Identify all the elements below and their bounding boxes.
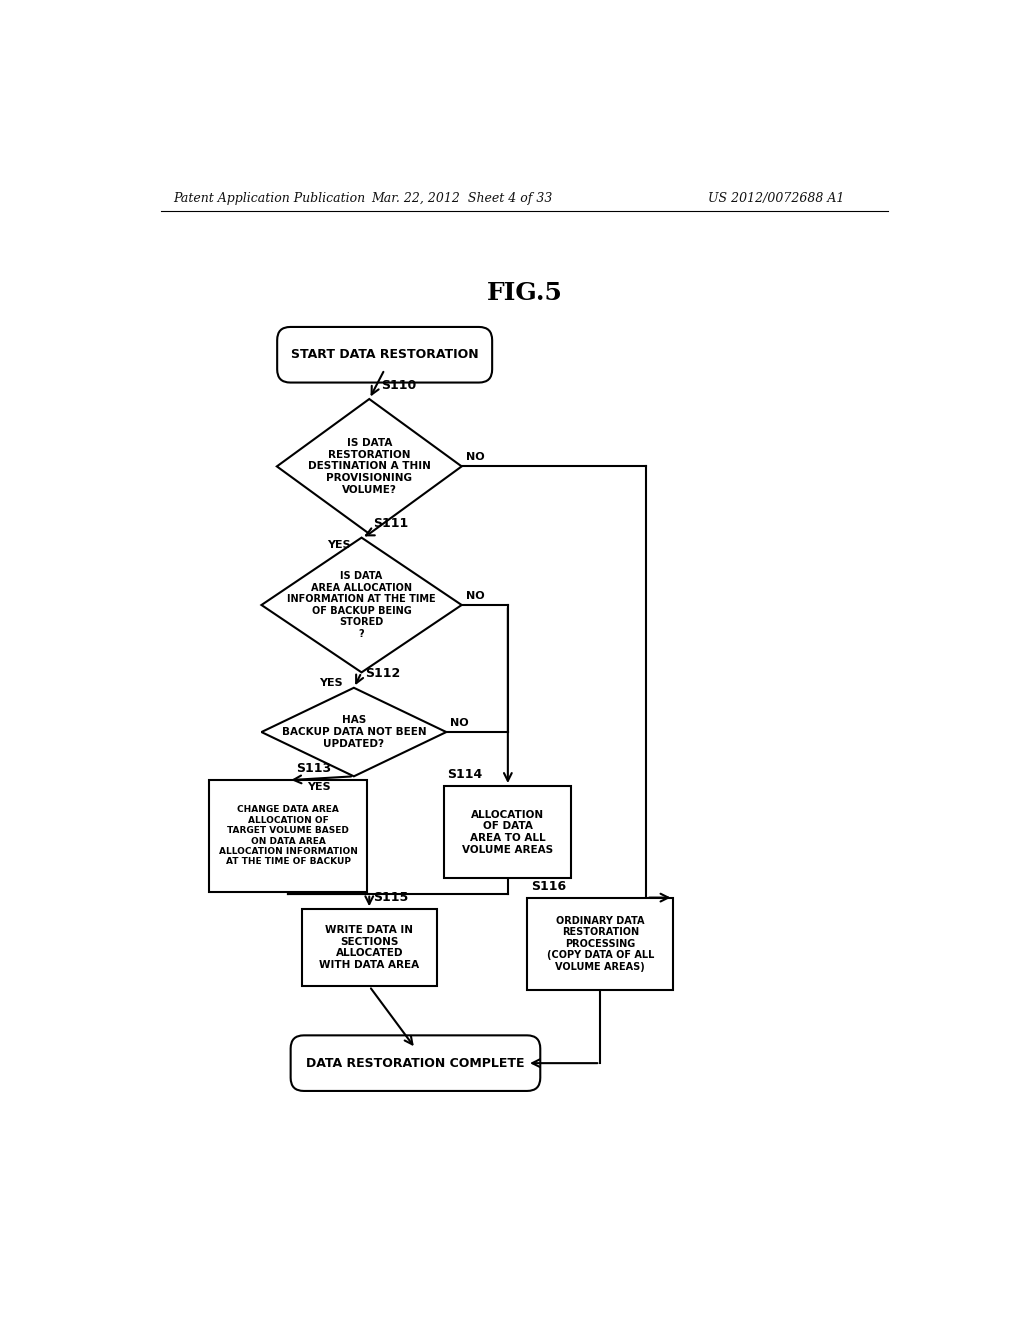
Polygon shape (261, 537, 462, 672)
Text: ALLOCATION
OF DATA
AREA TO ALL
VOLUME AREAS: ALLOCATION OF DATA AREA TO ALL VOLUME AR… (462, 809, 553, 854)
Text: NO: NO (466, 453, 484, 462)
FancyBboxPatch shape (291, 1035, 541, 1090)
Bar (302, 909, 436, 986)
Bar (527, 898, 674, 990)
Text: IS DATA
RESTORATION
DESTINATION A THIN
PROVISIONING
VOLUME?: IS DATA RESTORATION DESTINATION A THIN P… (308, 438, 431, 495)
FancyBboxPatch shape (278, 327, 493, 383)
Polygon shape (276, 399, 462, 533)
Text: S111: S111 (373, 517, 409, 531)
Text: S110: S110 (381, 379, 416, 392)
Text: START DATA RESTORATION: START DATA RESTORATION (291, 348, 478, 362)
Text: US 2012/0072688 A1: US 2012/0072688 A1 (708, 191, 845, 205)
Text: NO: NO (466, 591, 484, 601)
Polygon shape (261, 688, 446, 776)
Text: FIG.5: FIG.5 (486, 281, 563, 305)
Text: ORDINARY DATA
RESTORATION
PROCESSING
(COPY DATA OF ALL
VOLUME AREAS): ORDINARY DATA RESTORATION PROCESSING (CO… (547, 916, 654, 972)
Text: YES: YES (318, 678, 343, 688)
Text: S114: S114 (446, 768, 482, 781)
Text: HAS
BACKUP DATA NOT BEEN
UPDATED?: HAS BACKUP DATA NOT BEEN UPDATED? (282, 715, 426, 748)
Text: WRITE DATA IN
SECTIONS
ALLOCATED
WITH DATA AREA: WRITE DATA IN SECTIONS ALLOCATED WITH DA… (319, 925, 419, 970)
Bar (444, 785, 571, 878)
Text: S115: S115 (373, 891, 409, 904)
Text: S112: S112 (366, 668, 400, 680)
Text: Patent Application Publication: Patent Application Publication (173, 191, 365, 205)
Text: Mar. 22, 2012  Sheet 4 of 33: Mar. 22, 2012 Sheet 4 of 33 (371, 191, 552, 205)
Text: YES: YES (327, 540, 350, 549)
Text: IS DATA
AREA ALLOCATION
INFORMATION AT THE TIME
OF BACKUP BEING
STORED
?: IS DATA AREA ALLOCATION INFORMATION AT T… (288, 572, 436, 639)
Bar (210, 780, 368, 892)
Text: CHANGE DATA AREA
ALLOCATION OF
TARGET VOLUME BASED
ON DATA AREA
ALLOCATION INFOR: CHANGE DATA AREA ALLOCATION OF TARGET VO… (219, 805, 357, 866)
Text: DATA RESTORATION COMPLETE: DATA RESTORATION COMPLETE (306, 1056, 524, 1069)
Text: S116: S116 (531, 879, 566, 892)
Text: YES: YES (307, 783, 331, 792)
Text: S113: S113 (296, 762, 331, 775)
Text: NO: NO (451, 718, 469, 727)
